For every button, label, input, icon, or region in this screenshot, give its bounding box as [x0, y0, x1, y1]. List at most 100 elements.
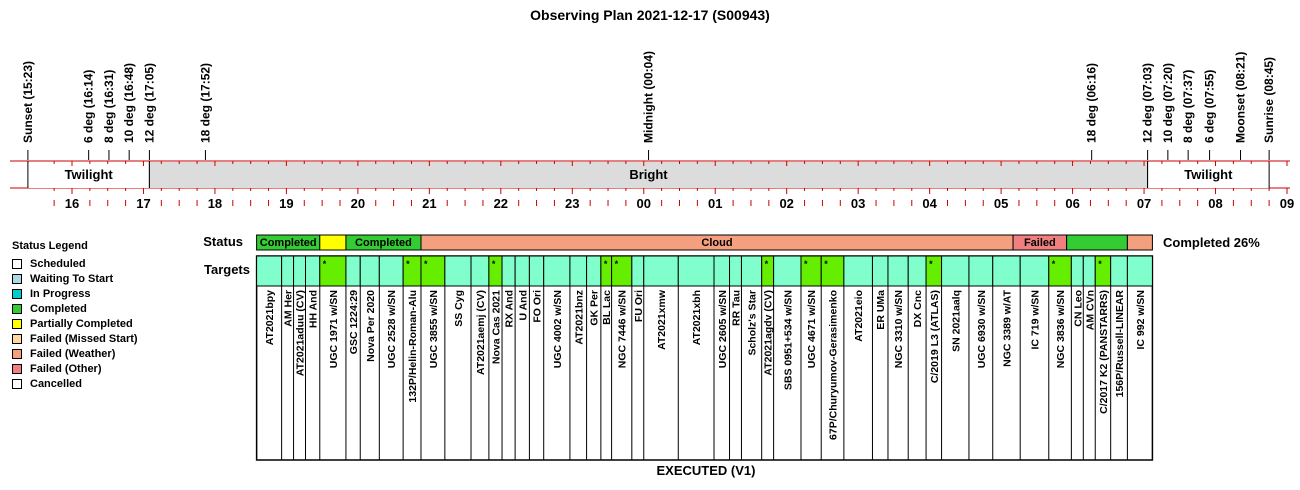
target-17[interactable]: AT2021bnz — [569, 255, 588, 460]
target-44[interactable]: 156P/Russell-LINEAR — [1110, 255, 1128, 460]
target-4[interactable]: * UGC 1971 w/SN — [319, 255, 347, 460]
target-name[interactable]: AM Her — [283, 290, 295, 327]
target-name[interactable]: FO Ori — [532, 290, 544, 323]
hour-label-02: 02 — [779, 196, 793, 211]
target-name[interactable]: AM CVn — [1084, 290, 1096, 330]
target-name[interactable]: C/2017 K2 (PANSTARRS) — [1098, 290, 1110, 414]
target-9[interactable]: * UGC 3855 w/SN — [420, 255, 446, 460]
legend-label: Waiting To Start — [30, 272, 114, 285]
target-name[interactable]: IC 719 w/SN — [1029, 290, 1041, 350]
target-name[interactable]: Nova Per 2020 — [365, 290, 377, 362]
target-39[interactable]: IC 719 w/SN — [1019, 255, 1050, 460]
target-38[interactable]: NGC 3389 w/AT — [992, 255, 1021, 460]
target-name[interactable]: UGC 1971 w/SN — [328, 290, 340, 368]
target-8[interactable]: * 132P/Helin-Roman-Alu — [402, 255, 422, 460]
target-name[interactable]: IC 992 w/SN — [1135, 290, 1147, 350]
target-31[interactable]: AT2021eio — [843, 255, 873, 460]
band-1: Bright — [148, 161, 1149, 188]
event-1: 6 deg (16:14) — [82, 70, 96, 160]
target-34[interactable]: DX Cnc — [907, 255, 927, 460]
target-name[interactable]: DX Cnc — [912, 290, 924, 328]
legend-item-5: Failed (Missed Start) — [12, 331, 192, 346]
target-5[interactable]: GSC 1224:29 — [345, 255, 361, 460]
target-name[interactable]: AT2021aemj (CV) — [475, 290, 487, 375]
target-name[interactable]: SS Cyg — [453, 290, 465, 327]
target-name[interactable]: UGC 2528 w/SN — [386, 290, 398, 368]
target-name[interactable]: 132P/Helin-Roman-Alu — [407, 290, 419, 403]
target-name[interactable]: NGC 3310 w/SN — [893, 290, 905, 368]
target-name[interactable]: UGC 2605 w/SN — [717, 290, 729, 368]
target-name[interactable]: Scholz's Star — [747, 290, 759, 356]
target-name[interactable]: NGC 3836 w/SN — [1055, 290, 1067, 368]
event-13: Sunrise (08:45) — [1262, 57, 1276, 160]
target-name[interactable]: AT2021aduu (CV) — [295, 290, 307, 376]
target-name[interactable]: UGC 4671 w/SN — [806, 290, 818, 368]
status-segment-5 — [1066, 234, 1128, 251]
hour-label-18: 18 — [208, 196, 222, 211]
target-1[interactable]: AM Her — [281, 255, 295, 460]
target-name[interactable]: BL Lac — [601, 290, 613, 325]
target-name[interactable]: AT2021eio — [853, 290, 865, 342]
target-42[interactable]: AM CVn — [1082, 255, 1096, 460]
target-26[interactable]: Scholz's Star — [740, 255, 763, 460]
target-37[interactable]: UGC 6930 w/SN — [968, 255, 994, 460]
target-name[interactable]: NGC 3389 w/AT — [1001, 289, 1013, 366]
target-name[interactable]: HH And — [308, 290, 320, 328]
target-25[interactable]: RR Tau — [729, 255, 743, 460]
target-12[interactable]: * Nova Cas 2021 — [488, 255, 503, 460]
target-name[interactable]: 67P/Churyumov-Gerasimenko — [828, 290, 840, 440]
target-41[interactable]: CN Leo — [1070, 255, 1084, 460]
target-30[interactable]: * 67P/Churyumov-Gerasimenko — [820, 255, 845, 460]
target-16[interactable]: UGC 4002 w/SN — [543, 255, 571, 460]
target-name[interactable]: GK Per — [589, 290, 601, 326]
target-name[interactable]: ER UMa — [875, 290, 887, 330]
target-name[interactable]: UGC 4002 w/SN — [552, 290, 564, 368]
target-name[interactable]: AT2021agdv (CV) — [763, 290, 775, 376]
target-name[interactable]: AT2021xbh — [691, 290, 703, 345]
target-name[interactable]: C/2019 L3 (ATLAS) — [929, 290, 941, 383]
targets-frame — [255, 255, 1154, 461]
target-name[interactable]: CN Leo — [1072, 290, 1084, 327]
status-segment-label: Cloud — [701, 237, 732, 249]
target-name[interactable]: GSC 1224:29 — [348, 290, 360, 354]
axis-ticks — [53, 161, 1288, 206]
target-13[interactable]: RX And — [501, 255, 516, 460]
target-15[interactable]: FO Ori — [528, 255, 545, 460]
target-name[interactable]: AT2021bnz — [573, 290, 585, 345]
target-name[interactable]: NGC 7446 w/SN — [617, 290, 629, 368]
target-name[interactable]: U And — [517, 290, 529, 321]
target-name[interactable]: RR Tau — [730, 290, 742, 326]
target-mark: * — [804, 259, 808, 269]
target-name[interactable]: AT2021bpy — [264, 290, 276, 345]
target-name[interactable]: UGC 3855 w/SN — [428, 290, 440, 368]
target-name[interactable]: UGC 6930 w/SN — [976, 290, 988, 368]
target-33[interactable]: NGC 3310 w/SN — [887, 255, 909, 460]
target-20[interactable]: * NGC 7446 w/SN — [611, 255, 633, 460]
target-35[interactable]: * C/2019 L3 (ATLAS) — [925, 255, 943, 460]
target-6[interactable]: Nova Per 2020 — [359, 255, 380, 460]
event-label: Midnight (00:04) — [642, 51, 656, 143]
legend-label: In Progress — [30, 287, 91, 300]
target-name[interactable]: FU Ori — [633, 290, 645, 322]
target-name[interactable]: AT2021xmw — [656, 289, 668, 350]
target-29[interactable]: * UGC 4671 w/SN — [800, 255, 822, 460]
target-45[interactable]: IC 992 w/SN — [1126, 255, 1153, 460]
target-name[interactable]: RX And — [504, 290, 516, 328]
target-name[interactable]: Nova Cas 2021 — [490, 290, 502, 364]
target-2[interactable]: AT2021aduu (CV) — [293, 255, 307, 460]
event-label: 6 deg (16:14) — [82, 70, 96, 143]
target-28[interactable]: SBS 0951+534 w/SN — [773, 255, 802, 460]
target-23[interactable]: AT2021xbh — [677, 255, 715, 460]
target-18[interactable]: GK Per — [586, 255, 602, 460]
target-name[interactable]: SBS 0951+534 w/SN — [782, 290, 794, 390]
target-22[interactable]: AT2021xmw — [643, 255, 679, 460]
target-27[interactable]: * AT2021agdv (CV) — [761, 255, 775, 460]
target-40[interactable]: * NGC 3836 w/SN — [1048, 255, 1072, 460]
target-14[interactable]: U And — [514, 255, 530, 460]
target-3[interactable]: HH And — [304, 255, 321, 460]
hour-axis: 16 17 18 19 20 21 22 23 00 01 02 03 04 05 06 07 08 09 — [53, 161, 1294, 211]
target-name[interactable]: SN 2021aalq — [950, 290, 962, 352]
target-21[interactable]: FU Ori — [631, 255, 645, 460]
target-name[interactable]: 156P/Russell-LINEAR — [1114, 290, 1126, 398]
target-11[interactable]: AT2021aemj (CV) — [470, 255, 490, 460]
